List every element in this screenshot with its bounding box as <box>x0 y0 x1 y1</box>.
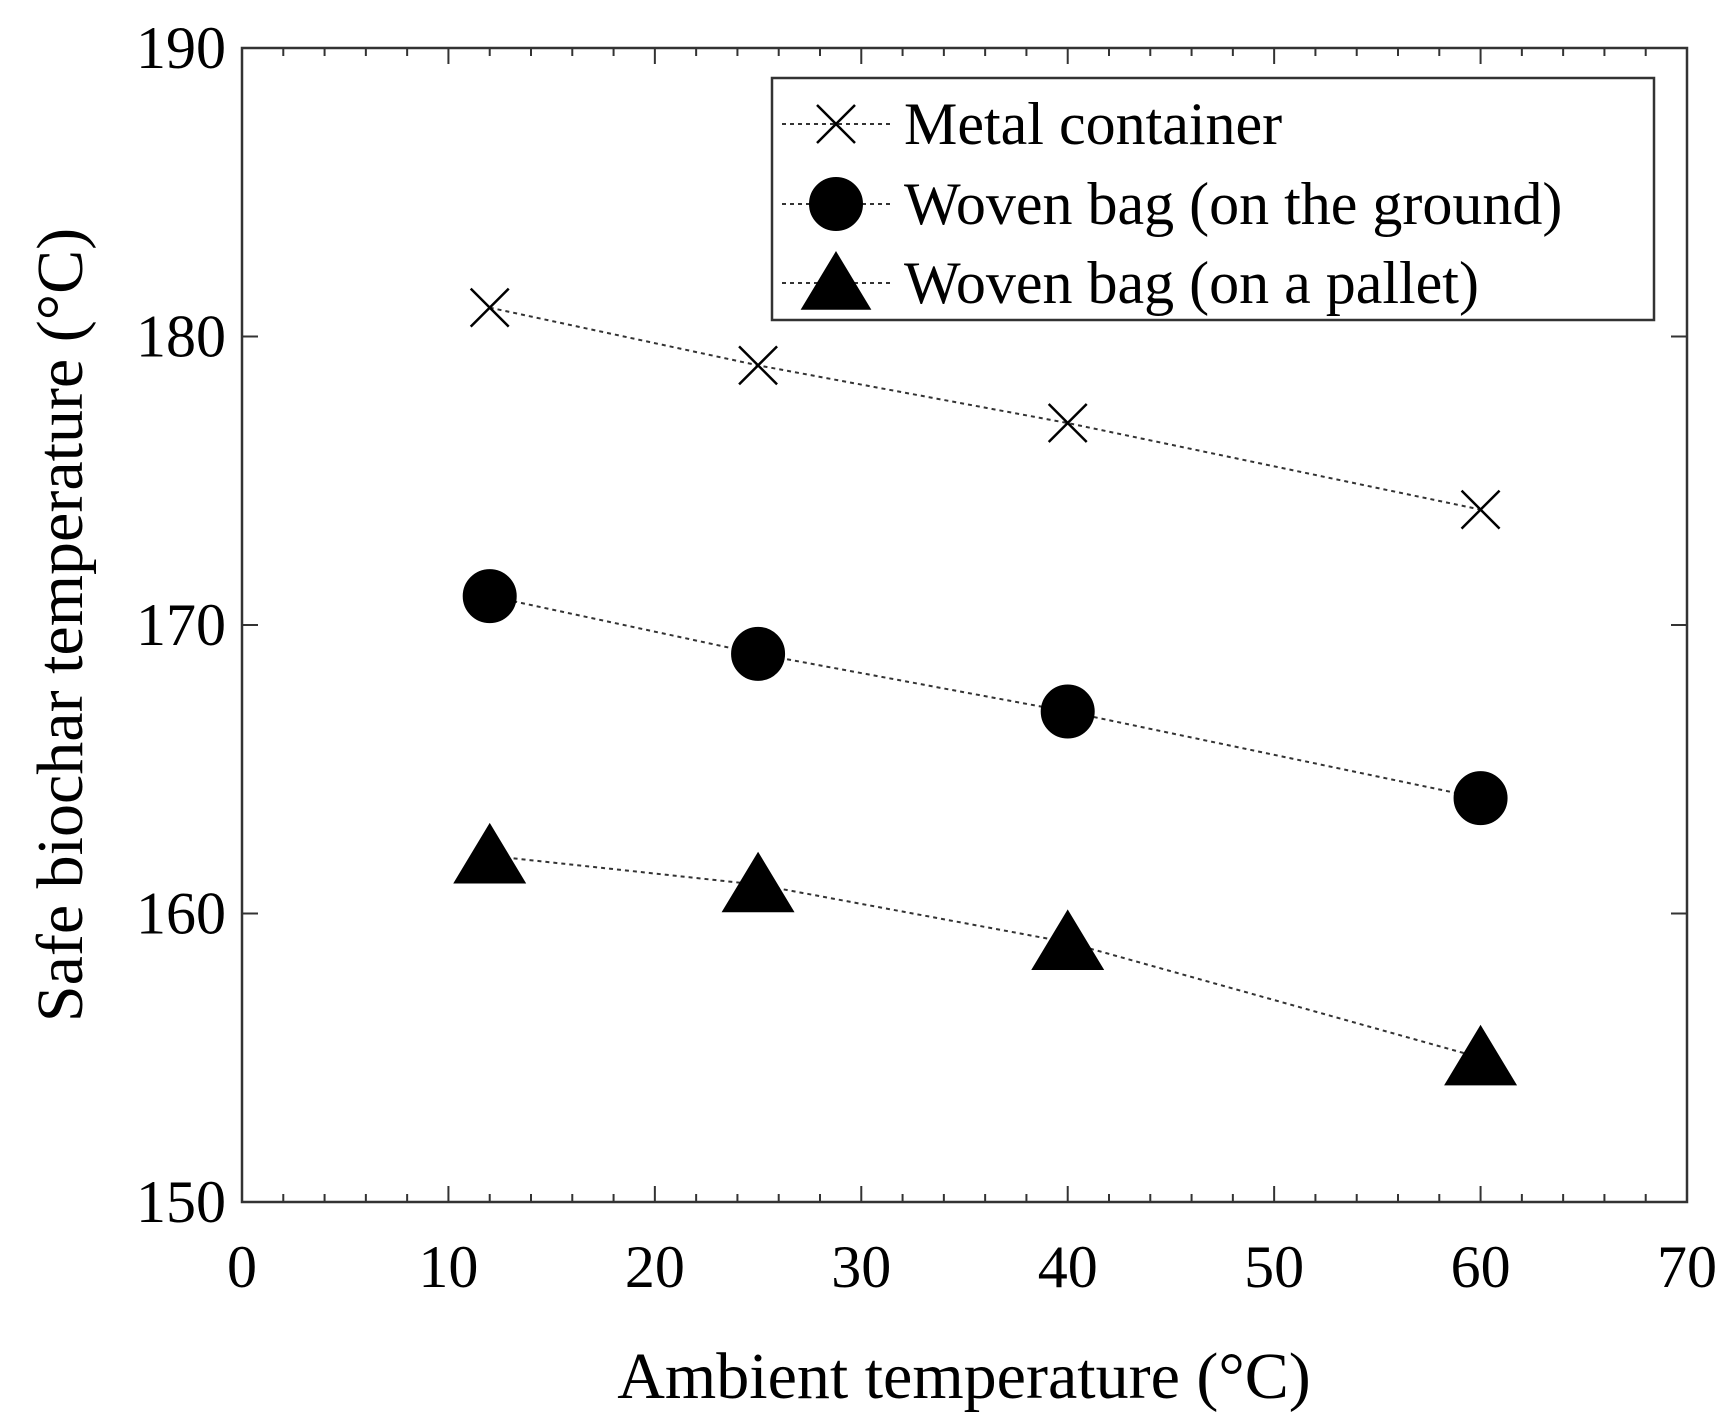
legend-label: Woven bag (on a pallet) <box>904 250 1479 316</box>
legend-marker <box>800 251 872 310</box>
x-tick-label: 0 <box>227 1234 257 1300</box>
tick-labels: 0 10 20 30 40 50 60 70 150 160 170 180 190 <box>136 15 1717 1300</box>
x-tick-label: 10 <box>418 1234 478 1300</box>
y-tick-label: 170 <box>136 592 226 658</box>
x-tick-label: 20 <box>625 1234 685 1300</box>
series-point <box>738 345 778 386</box>
legend-marker <box>816 104 856 144</box>
x-axis-label: Ambient temperature (°C) <box>617 1340 1310 1413</box>
legend-label: Woven bag (on the ground) <box>904 171 1562 237</box>
series-point <box>1040 684 1095 739</box>
x-tick-label: 60 <box>1451 1234 1511 1300</box>
x-tick-label: 40 <box>1038 1234 1098 1300</box>
plot-frame <box>240 46 1689 1204</box>
y-tick-label: 190 <box>136 15 226 81</box>
y-tick-label: 180 <box>136 304 226 370</box>
series-line <box>489 854 1481 1059</box>
series-point <box>721 851 795 913</box>
series-point <box>731 626 786 681</box>
series-line <box>489 595 1481 800</box>
y-tick-label: 160 <box>136 881 226 947</box>
legend: Metal container Woven bag (on the ground)… <box>770 76 1656 322</box>
series-point <box>453 822 527 884</box>
y-axis-label: Safe biochar temperature (°C) <box>24 228 97 1022</box>
legend-marker <box>809 177 863 231</box>
series-lines <box>489 306 1481 1059</box>
legend-label: Metal container <box>904 91 1282 157</box>
y-tick-label: 150 <box>136 1169 226 1235</box>
series-point <box>1047 403 1088 443</box>
series-markers <box>453 287 1518 1086</box>
x-tick-label: 30 <box>831 1234 891 1300</box>
series-point <box>1031 909 1105 971</box>
x-tick-label: 70 <box>1657 1234 1717 1300</box>
legend-box <box>770 76 1656 322</box>
series-point <box>1453 771 1508 826</box>
series-point <box>469 287 510 328</box>
series-point <box>1444 1024 1518 1086</box>
x-tick-label: 50 <box>1244 1234 1304 1300</box>
series-point <box>1460 489 1501 530</box>
series-point <box>462 569 517 624</box>
series-line <box>489 306 1481 511</box>
